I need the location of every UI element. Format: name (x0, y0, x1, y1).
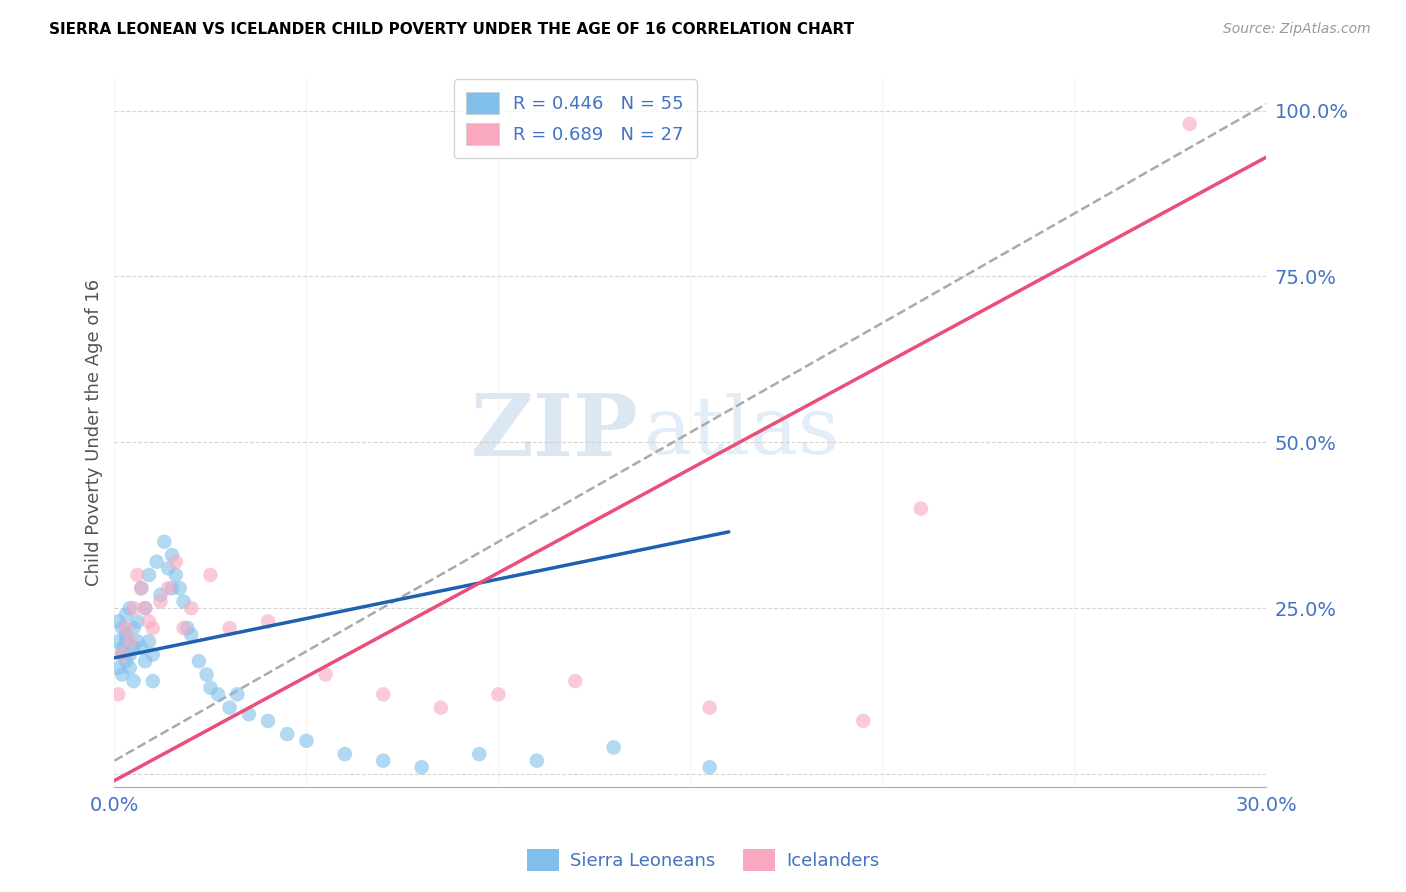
Text: ZIP: ZIP (471, 391, 638, 475)
Point (127, 615, 149, 629)
Point (180, 601, 202, 615)
Point (107, 634, 129, 648)
Point (122, 601, 145, 615)
Point (129, 640, 152, 655)
Point (564, 674, 586, 689)
Point (107, 615, 129, 629)
Point (165, 568, 187, 582)
Point (122, 674, 145, 689)
Point (910, 501, 932, 516)
Point (145, 555, 167, 569)
Legend: R = 0.446   N = 55, R = 0.689   N = 27: R = 0.446 N = 55, R = 0.689 N = 27 (454, 79, 696, 158)
Point (411, 760, 433, 774)
Text: Source: ZipAtlas.com: Source: ZipAtlas.com (1223, 22, 1371, 37)
Point (276, 727, 298, 741)
Point (169, 581, 191, 595)
Point (115, 607, 138, 622)
Point (115, 654, 138, 668)
Point (149, 594, 172, 608)
Point (333, 747, 356, 761)
Point (129, 581, 152, 595)
Text: atlas: atlas (644, 393, 839, 471)
Point (107, 661, 129, 675)
Point (153, 534, 176, 549)
Point (149, 588, 172, 602)
Point (488, 687, 510, 701)
Point (115, 634, 138, 648)
Point (430, 700, 453, 714)
Point (157, 561, 180, 575)
Point (115, 627, 138, 641)
Point (295, 733, 318, 747)
Point (134, 654, 156, 668)
Y-axis label: Child Poverty Under the Age of 16: Child Poverty Under the Age of 16 (86, 279, 103, 586)
Point (115, 621, 138, 635)
Point (173, 594, 195, 608)
Point (118, 661, 141, 675)
Point (468, 747, 491, 761)
Point (111, 621, 134, 635)
Point (107, 687, 129, 701)
Point (111, 648, 134, 662)
Point (122, 621, 145, 635)
Point (602, 740, 624, 755)
Point (173, 621, 195, 635)
Point (195, 667, 218, 681)
Point (134, 601, 156, 615)
Point (111, 640, 134, 655)
Point (165, 555, 187, 569)
Point (187, 654, 209, 668)
Point (1178, 117, 1201, 131)
Point (200, 681, 222, 695)
Legend: Sierra Leoneans, Icelanders: Sierra Leoneans, Icelanders (520, 842, 886, 879)
Point (226, 687, 249, 701)
Point (142, 674, 165, 689)
Point (138, 615, 160, 629)
Point (118, 601, 141, 615)
Point (111, 648, 134, 662)
Point (180, 627, 202, 641)
Point (142, 648, 165, 662)
Point (176, 621, 198, 635)
Point (127, 634, 149, 648)
Point (138, 568, 160, 582)
Point (118, 648, 141, 662)
Point (157, 581, 180, 595)
Point (142, 621, 165, 635)
Point (160, 548, 183, 562)
Text: SIERRA LEONEAN VS ICELANDER CHILD POVERTY UNDER THE AGE OF 16 CORRELATION CHART: SIERRA LEONEAN VS ICELANDER CHILD POVERT… (49, 22, 855, 37)
Point (111, 667, 134, 681)
Point (526, 754, 548, 768)
Point (138, 634, 160, 648)
Point (218, 621, 240, 635)
Point (200, 568, 222, 582)
Point (257, 615, 280, 629)
Point (218, 700, 240, 714)
Point (122, 640, 145, 655)
Point (118, 634, 141, 648)
Point (127, 568, 149, 582)
Point (373, 754, 395, 768)
Point (134, 601, 156, 615)
Point (373, 687, 395, 701)
Point (207, 687, 229, 701)
Point (238, 707, 260, 722)
Point (160, 581, 183, 595)
Point (257, 714, 280, 728)
Point (699, 760, 721, 774)
Point (315, 667, 337, 681)
Point (129, 581, 152, 595)
Point (852, 714, 875, 728)
Point (699, 700, 721, 714)
